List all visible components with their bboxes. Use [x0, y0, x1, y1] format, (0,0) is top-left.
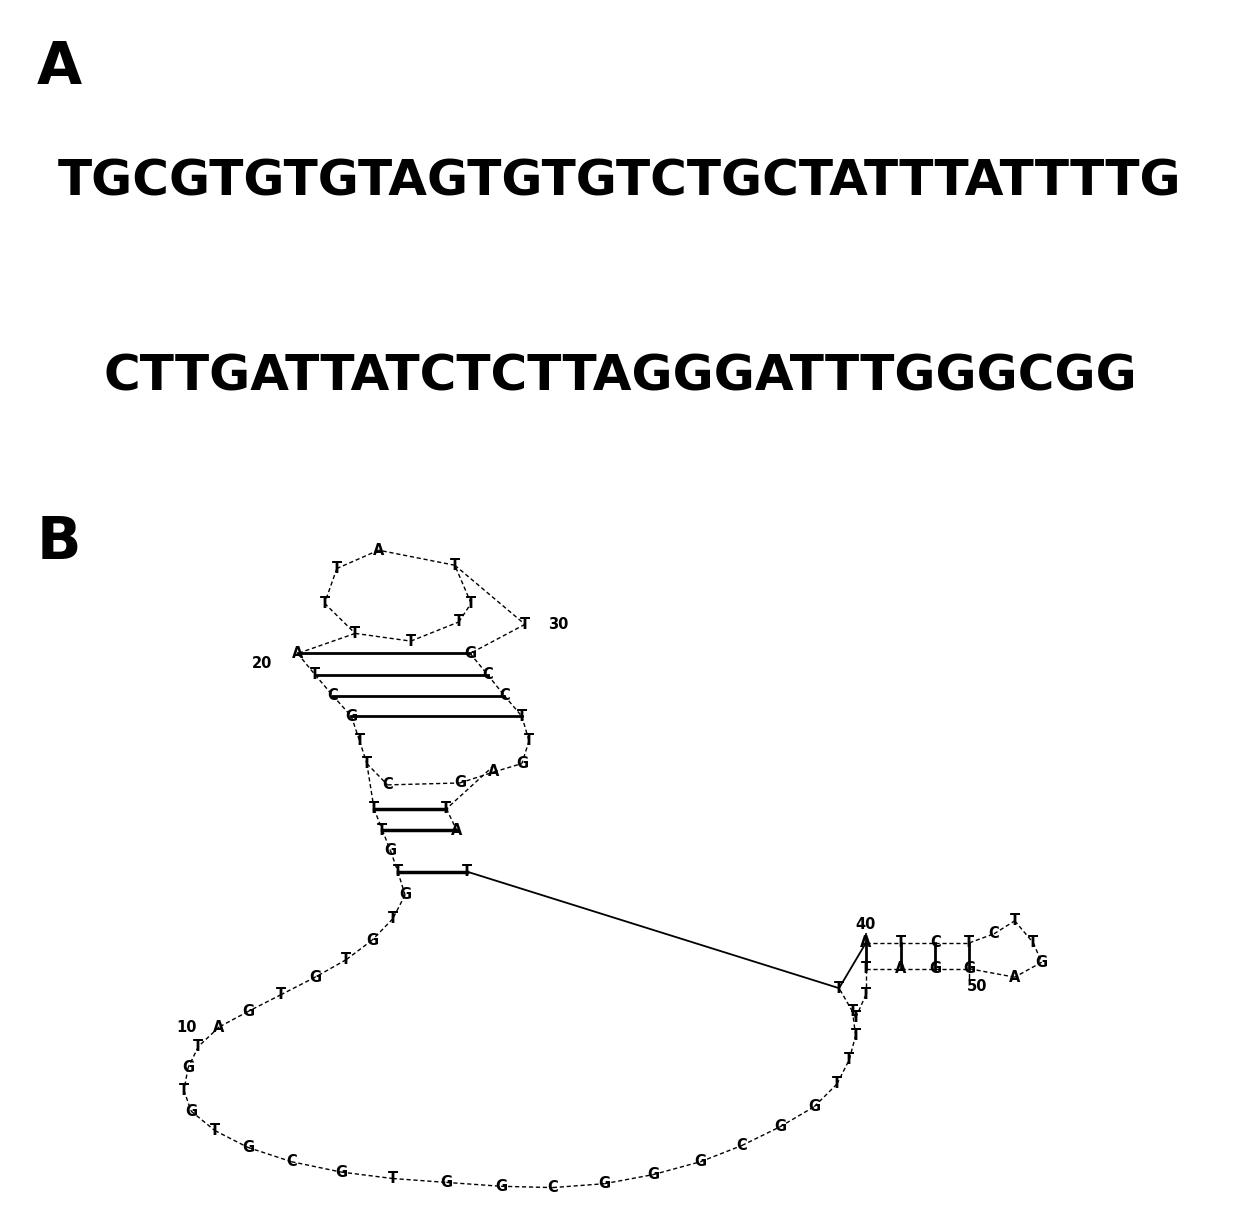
Text: T: T: [450, 558, 460, 573]
Text: T: T: [517, 709, 527, 724]
Text: T: T: [851, 1010, 861, 1026]
Text: G: G: [1035, 955, 1048, 969]
Text: A: A: [213, 1020, 224, 1034]
Text: T: T: [965, 935, 975, 950]
Text: T: T: [844, 1051, 854, 1067]
Text: T: T: [851, 1028, 861, 1043]
Text: T: T: [332, 561, 342, 576]
Text: T: T: [388, 1171, 398, 1186]
Text: A: A: [373, 543, 384, 558]
Text: T: T: [393, 864, 403, 879]
Text: T: T: [210, 1123, 219, 1138]
Text: T: T: [179, 1083, 188, 1098]
Text: T: T: [897, 935, 906, 950]
Text: G: G: [808, 1100, 821, 1114]
Text: T: T: [370, 801, 379, 816]
Text: G: G: [495, 1179, 507, 1194]
Text: T: T: [377, 823, 387, 838]
Text: A: A: [291, 646, 304, 661]
Text: C: C: [547, 1180, 558, 1195]
Text: C: C: [382, 777, 393, 793]
Text: T: T: [350, 626, 361, 641]
Text: T: T: [362, 756, 372, 771]
Text: T: T: [835, 980, 844, 996]
Text: TGCGTGTGTAGTGTGTCTGCTATTTATTTTG: TGCGTGTGTAGTGTGTCTGCTATTTATTTTG: [58, 158, 1182, 205]
Text: B: B: [36, 514, 81, 571]
Text: 40: 40: [856, 917, 877, 932]
Text: C: C: [286, 1154, 296, 1170]
Text: T: T: [355, 734, 365, 748]
Text: G: G: [516, 756, 528, 771]
Text: G: G: [929, 961, 941, 976]
Text: T: T: [441, 801, 451, 816]
Text: T: T: [1009, 914, 1019, 928]
Text: T: T: [454, 614, 464, 630]
Text: T: T: [320, 596, 330, 611]
Text: A: A: [489, 764, 500, 780]
Text: G: G: [384, 844, 397, 858]
Text: T: T: [861, 987, 870, 1002]
Text: 10: 10: [176, 1020, 196, 1034]
Text: G: G: [335, 1165, 347, 1179]
Text: C: C: [930, 935, 941, 950]
Text: T: T: [466, 596, 476, 611]
Text: G: G: [694, 1154, 707, 1170]
Text: T: T: [405, 634, 415, 648]
Text: A: A: [1009, 969, 1021, 985]
Text: T: T: [861, 961, 870, 976]
Text: T: T: [1028, 935, 1038, 950]
Text: G: G: [366, 933, 378, 947]
Text: T: T: [310, 667, 320, 682]
Text: G: G: [647, 1167, 660, 1182]
Text: G: G: [242, 1139, 254, 1155]
Text: G: G: [182, 1060, 195, 1075]
Text: A: A: [37, 39, 82, 95]
Text: G: G: [440, 1174, 453, 1190]
Text: G: G: [454, 775, 466, 791]
Text: C: C: [482, 667, 494, 682]
Text: T: T: [277, 987, 286, 1002]
Text: T: T: [193, 1039, 203, 1054]
Text: T: T: [832, 1077, 842, 1091]
Text: A: A: [895, 961, 906, 976]
Text: G: G: [774, 1119, 786, 1135]
Text: 50: 50: [967, 979, 988, 995]
Text: C: C: [498, 688, 510, 702]
Text: G: G: [399, 887, 412, 903]
Text: A: A: [451, 823, 463, 838]
Text: CTTGATTATCTCTTAGGGATTTGGGCGG: CTTGATTATCTCTTAGGGATTTGGGCGG: [103, 352, 1137, 401]
Text: C: C: [327, 688, 339, 702]
Text: G: G: [185, 1103, 197, 1119]
Text: G: G: [963, 961, 976, 976]
Text: T: T: [525, 734, 534, 748]
Text: T: T: [341, 952, 351, 967]
Text: T: T: [388, 911, 398, 927]
Text: T: T: [463, 864, 472, 879]
Text: 30: 30: [548, 617, 568, 631]
Text: C: C: [737, 1138, 748, 1153]
Text: G: G: [242, 1004, 254, 1019]
Text: 20: 20: [252, 655, 272, 671]
Text: G: G: [599, 1176, 610, 1191]
Text: G: G: [345, 709, 357, 724]
Text: T: T: [520, 617, 529, 631]
Text: C: C: [988, 926, 999, 941]
Text: G: G: [309, 969, 321, 985]
Text: T: T: [847, 1004, 858, 1019]
Text: A: A: [861, 935, 872, 950]
Text: G: G: [464, 646, 476, 661]
